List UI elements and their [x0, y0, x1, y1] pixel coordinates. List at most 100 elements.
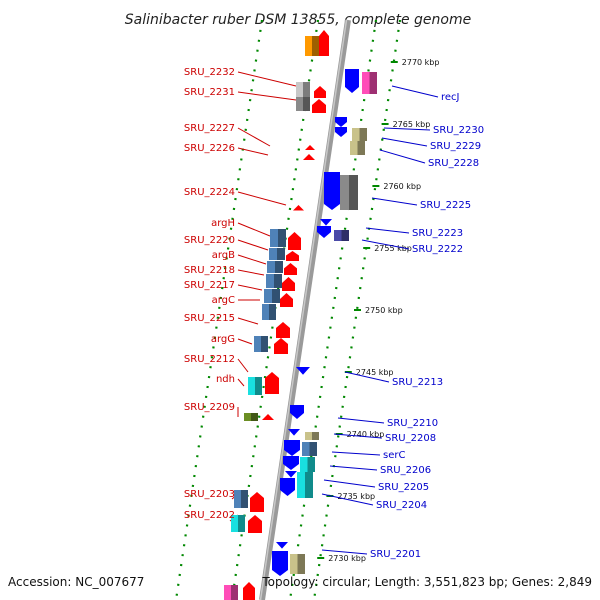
gene-block	[231, 515, 245, 532]
gene-arrow	[285, 471, 297, 478]
gene-arrow	[312, 99, 326, 113]
gene-block	[340, 175, 358, 210]
leader-line	[331, 451, 381, 456]
gene-block	[269, 248, 285, 260]
gene-block	[296, 97, 310, 111]
kbp-label: 2755 kbp	[374, 244, 412, 253]
gene-block	[362, 72, 377, 94]
leader-line	[321, 549, 368, 555]
forward-gene-label: argG	[211, 334, 235, 345]
forward-gene-labels: SRU_2232 SRU_2231 SRU_2227 SRU_2226 SRU_2224…	[184, 67, 235, 521]
kbp-label: 2750 kbp	[365, 306, 403, 315]
gene-arrow	[280, 293, 293, 307]
forward-gene-label: SRU_2215	[184, 313, 235, 324]
gene-arrow	[319, 30, 329, 56]
gene-arrow	[314, 86, 326, 98]
map-title: Salinibacter ruber DSM 13855, complete g…	[125, 12, 471, 28]
gene-block	[350, 141, 365, 155]
gene-arrow	[288, 232, 301, 250]
gene-arrow	[296, 367, 310, 375]
gene-arrow	[303, 154, 315, 160]
gene-block	[352, 128, 367, 141]
forward-gene-label: SRU_2231	[184, 87, 235, 98]
gene-arrow	[243, 582, 255, 600]
leader-line	[321, 493, 374, 506]
gene-block	[244, 413, 258, 421]
leader-line	[371, 197, 418, 206]
kbp-label: 2760 kbp	[383, 182, 421, 191]
leader-line	[337, 417, 385, 424]
gene-block	[305, 432, 319, 440]
gene-arrow	[293, 205, 304, 211]
gene-block	[300, 457, 315, 472]
reverse-gene-label: serC	[383, 450, 405, 461]
gene-arrow	[284, 263, 297, 275]
forward-gene-label: SRU_2218	[184, 265, 235, 276]
leader-line	[237, 358, 249, 373]
gene-block	[296, 82, 310, 97]
reverse-gene-label: recJ	[441, 92, 460, 103]
gene-arrow	[280, 478, 295, 496]
accession-text: Accession: NC_007677	[8, 575, 144, 589]
forward-gene-label: SRU_2203	[184, 489, 235, 500]
gene-arrow	[320, 219, 332, 226]
kbp-label: 2770 kbp	[402, 58, 440, 67]
forward-gene-label: SRU_2209	[184, 402, 235, 413]
gene-block	[224, 585, 238, 600]
genome-summary-text: Topology: circular; Length: 3,551,823 bp…	[261, 575, 592, 589]
leader-line	[237, 127, 271, 147]
gene-arrow	[262, 414, 274, 420]
kbp-label: 2740 kbp	[347, 430, 385, 439]
gene-block	[334, 230, 349, 241]
reverse-gene-label: SRU_2206	[380, 465, 431, 476]
leader-line	[383, 127, 431, 131]
leader-line	[237, 191, 287, 206]
gene-arrow	[305, 145, 315, 150]
kbp-label: 2765 kbp	[393, 120, 431, 129]
reverse-gene-label: SRU_2204	[376, 500, 427, 511]
gene-arrow	[335, 117, 347, 127]
reverse-gene-label: SRU_2230	[433, 125, 484, 136]
gene-arrow	[274, 338, 288, 354]
kbp-markers: 2770 kbp 2765 kbp 2760 kbp 2755 kbp 2750 kbp…	[317, 58, 439, 563]
leader-line	[237, 378, 245, 387]
forward-gene-label: SRU_2226	[184, 143, 235, 154]
leader-line	[237, 239, 269, 251]
leader-line	[391, 85, 439, 98]
leader-lines	[229, 71, 439, 555]
leader-line	[323, 479, 376, 488]
forward-gene-label: SRU_2220	[184, 235, 235, 246]
gene-arrow	[286, 251, 299, 261]
gene-arrow	[276, 322, 290, 338]
gene-arrow	[276, 542, 288, 549]
leader-line	[237, 317, 259, 325]
reverse-gene-label: SRU_2222	[412, 244, 463, 255]
gene-arrow	[272, 551, 288, 576]
gene-block	[297, 472, 313, 498]
leader-line	[365, 227, 410, 234]
leader-line	[379, 149, 426, 164]
forward-gene-label: SRU_2224	[184, 187, 235, 198]
gene-arrow	[265, 372, 279, 394]
leader-line	[329, 465, 378, 471]
gene-block	[248, 377, 262, 395]
gene-arrow	[283, 456, 299, 470]
forward-gene-label: SRU_2232	[184, 67, 235, 78]
forward-gene-label: argH	[211, 218, 235, 229]
gene-arrow	[288, 429, 300, 436]
reverse-gene-label: SRU_2210	[387, 418, 438, 429]
leader-line	[381, 137, 428, 147]
reverse-gene-label: SRU_2208	[385, 433, 436, 444]
gene-block	[305, 36, 319, 56]
gene-block	[290, 554, 305, 574]
gene-block	[266, 274, 282, 288]
gene-block	[267, 261, 283, 273]
reverse-gene-label: SRU_2229	[430, 141, 481, 152]
leader-line	[344, 371, 390, 383]
reverse-gene-label: SRU_2213	[392, 377, 443, 388]
gene-features	[224, 30, 377, 600]
gene-arrow	[282, 277, 295, 291]
gene-block	[302, 442, 317, 456]
forward-gene-label: argB	[212, 250, 235, 261]
